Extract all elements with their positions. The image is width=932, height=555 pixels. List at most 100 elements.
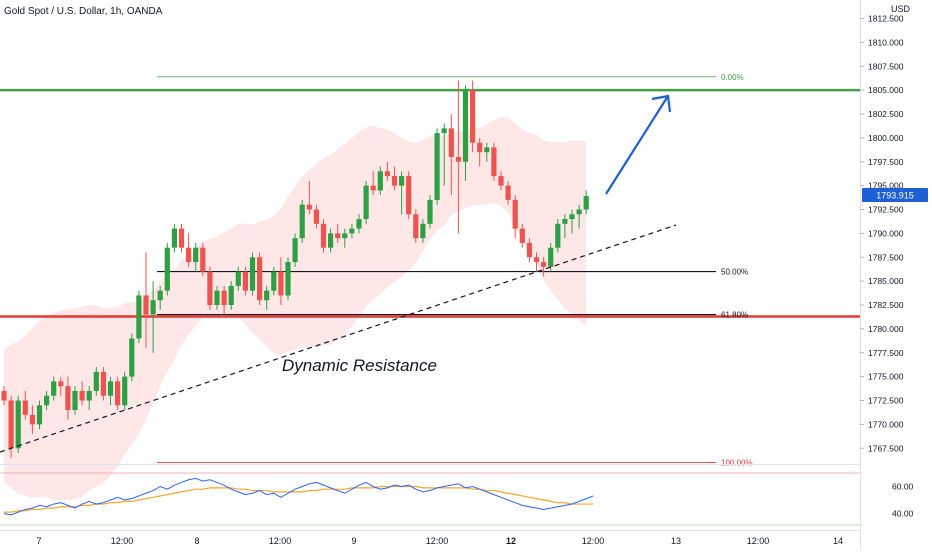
price-tick-label: 1787.500 xyxy=(868,252,904,262)
candle-body xyxy=(171,228,177,248)
dynamic-resistance-label[interactable]: Dynamic Resistance xyxy=(282,356,437,375)
candle xyxy=(427,195,433,229)
candle xyxy=(413,209,419,243)
candle xyxy=(93,367,99,396)
candle xyxy=(264,285,270,310)
trendline-dashed[interactable] xyxy=(0,224,677,453)
fib-label-0: 0.00% xyxy=(721,73,744,82)
price-tick-label: 1805.000 xyxy=(868,85,904,95)
candle-body xyxy=(519,228,525,243)
candle xyxy=(555,219,561,253)
candle xyxy=(51,376,57,401)
candle-body xyxy=(562,219,568,224)
time-tick-label: 9 xyxy=(351,536,356,546)
price-tick-label: 1780.000 xyxy=(868,324,904,334)
rsi-tick-label: 40.00 xyxy=(892,509,914,519)
candle xyxy=(320,219,327,253)
candle xyxy=(519,223,525,248)
candle-body xyxy=(299,204,305,239)
horizontal-levels[interactable] xyxy=(0,88,860,318)
candle xyxy=(477,137,483,167)
price-tick-label: 1800.000 xyxy=(868,133,904,143)
candle xyxy=(406,171,412,220)
time-tick-label: 12:00 xyxy=(269,536,292,546)
arrow-head xyxy=(651,94,672,113)
candle-body xyxy=(427,199,433,224)
candle-body xyxy=(505,185,511,200)
price-tick-label: 1807.500 xyxy=(868,61,904,71)
candle xyxy=(278,257,284,305)
candle xyxy=(44,390,50,411)
time-axis[interactable]: 7 12:00 8 12:00 9 12:00 12 12:00 13 12:00 14 xyxy=(36,536,843,546)
rsi-axis[interactable]: 60.00 40.00 xyxy=(892,482,914,519)
candle-body xyxy=(399,176,405,186)
projection-arrow[interactable] xyxy=(605,94,672,195)
candle-body xyxy=(391,176,398,186)
candle xyxy=(150,281,156,353)
candle-body xyxy=(462,90,469,162)
arrow-shaft[interactable] xyxy=(605,95,669,195)
candle xyxy=(221,285,227,315)
candle xyxy=(207,266,213,310)
candle-body xyxy=(441,128,447,134)
candle-body xyxy=(569,214,575,220)
candle xyxy=(441,123,447,186)
candle-body xyxy=(285,262,291,296)
candle-body xyxy=(328,233,334,248)
candle-body xyxy=(1,390,7,401)
candle-body xyxy=(79,390,85,401)
price-axis[interactable]: USD 1812.500 1810.000 1807.500 1805.000 1802… xyxy=(860,4,911,453)
candle xyxy=(328,228,334,253)
candle xyxy=(129,333,135,382)
candle xyxy=(342,228,348,248)
candle-body xyxy=(278,271,284,296)
candle xyxy=(1,386,7,406)
candle-body xyxy=(221,290,227,305)
candle xyxy=(484,142,490,162)
candle-body xyxy=(150,300,156,315)
candle-body xyxy=(257,257,263,301)
candle xyxy=(562,214,568,239)
candle xyxy=(505,180,511,205)
candle-body xyxy=(384,171,390,177)
price-tick-label: 1797.500 xyxy=(868,157,904,167)
candle-body xyxy=(264,290,270,301)
candle xyxy=(242,266,248,296)
candle xyxy=(583,190,589,215)
time-tick-label: 13 xyxy=(671,536,681,546)
bollinger-band-fill xyxy=(4,117,587,501)
candle xyxy=(271,266,277,296)
rsi-pane[interactable] xyxy=(0,472,860,526)
candle xyxy=(335,223,341,243)
price-tick-label: 1812.500 xyxy=(868,14,904,24)
candle-body xyxy=(420,223,426,239)
last-price-marker: 1793.915 xyxy=(862,188,928,202)
candle-body xyxy=(363,185,369,220)
candle xyxy=(36,400,43,430)
candle-body xyxy=(533,257,540,263)
candle-body xyxy=(470,90,476,143)
dynamic-resistance-trendline[interactable] xyxy=(0,224,677,453)
price-tick-label: 1810.000 xyxy=(868,37,904,47)
time-tick-label: 12:00 xyxy=(582,536,605,546)
rsi-moving-average xyxy=(4,485,594,513)
candle-body xyxy=(498,176,504,186)
candle-body xyxy=(93,371,99,391)
symbol-title[interactable]: Gold Spot / U.S. Dollar, 1h, OANDA xyxy=(4,6,163,17)
candle xyxy=(548,242,554,272)
candle-body xyxy=(377,171,383,191)
candle-body xyxy=(200,247,206,272)
candle xyxy=(498,171,504,191)
candle xyxy=(15,395,21,454)
candle-body xyxy=(335,233,341,239)
candle xyxy=(122,371,128,411)
candle-body xyxy=(214,290,220,305)
time-tick-label: 12 xyxy=(506,536,516,546)
candle-body xyxy=(583,196,589,210)
candle-body xyxy=(342,233,348,239)
candle xyxy=(178,223,185,253)
price-tick-label: 1785.000 xyxy=(868,276,904,286)
